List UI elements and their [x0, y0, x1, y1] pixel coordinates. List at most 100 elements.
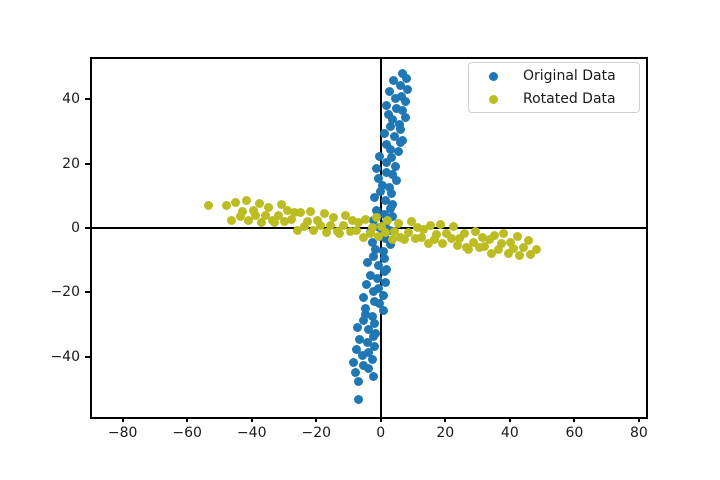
- data-point: [373, 232, 383, 242]
- data-point: [438, 238, 448, 248]
- data-point: [353, 395, 363, 405]
- data-point: [369, 193, 379, 203]
- data-point: [381, 234, 391, 244]
- data-point: [381, 228, 391, 238]
- data-point: [358, 316, 368, 326]
- data-point: [358, 350, 368, 360]
- data-point: [381, 157, 391, 167]
- data-point: [503, 248, 513, 258]
- data-point: [382, 167, 392, 177]
- data-point: [368, 372, 378, 381]
- data-point: [300, 221, 310, 231]
- legend: Original Data Rotated Data: [468, 62, 640, 113]
- data-point: [354, 218, 364, 228]
- data-point: [293, 226, 303, 236]
- y-axis-tick-label: 40: [62, 91, 80, 108]
- data-point: [238, 206, 248, 216]
- data-point: [518, 243, 528, 253]
- data-point: [475, 243, 485, 253]
- data-point: [396, 233, 406, 243]
- legend-marker-rotated-data: [489, 94, 498, 104]
- data-point: [452, 241, 462, 251]
- data-point: [406, 217, 416, 227]
- data-point: [390, 131, 400, 141]
- data-point: [436, 219, 446, 229]
- data-point: [227, 215, 237, 225]
- data-point: [392, 103, 402, 113]
- data-point: [373, 273, 383, 283]
- data-point: [499, 229, 509, 238]
- data-point: [526, 249, 536, 259]
- data-point: [389, 227, 399, 237]
- data-point: [401, 112, 411, 122]
- data-point: [531, 245, 541, 255]
- data-point: [381, 101, 391, 111]
- data-point: [359, 293, 369, 303]
- data-point: [321, 228, 331, 238]
- legend-label-original-data: Original Data: [523, 68, 616, 84]
- data-point: [387, 211, 397, 221]
- data-point: [360, 309, 370, 319]
- data-point: [384, 86, 394, 96]
- data-point: [222, 201, 232, 211]
- data-point: [364, 325, 374, 335]
- data-point: [374, 151, 384, 161]
- data-point: [362, 279, 372, 289]
- data-point: [383, 215, 393, 225]
- data-point: [454, 233, 464, 243]
- data-point: [374, 260, 384, 270]
- data-point: [391, 161, 401, 171]
- data-point: [485, 234, 495, 244]
- data-point: [386, 145, 396, 155]
- data-point: [432, 229, 442, 239]
- data-point: [241, 196, 251, 206]
- data-point: [394, 147, 404, 157]
- data-point: [359, 232, 369, 242]
- y-axis-tick-label: 20: [62, 155, 80, 172]
- data-point: [383, 110, 393, 120]
- data-point: [353, 322, 363, 332]
- data-point: [363, 348, 373, 358]
- data-point: [280, 217, 290, 227]
- data-point: [411, 233, 421, 243]
- data-point: [244, 215, 254, 225]
- data-point: [403, 85, 413, 95]
- data-point: [385, 203, 395, 213]
- x-axis-tick: [250, 417, 253, 422]
- data-point: [402, 74, 412, 84]
- x-axis-tick: [379, 417, 382, 422]
- x-axis-tick: [444, 417, 447, 422]
- x-axis-tick: [508, 417, 511, 422]
- data-point: [302, 216, 312, 226]
- data-point: [489, 230, 499, 240]
- data-point: [505, 238, 515, 248]
- data-point: [287, 215, 297, 225]
- data-point: [367, 238, 377, 248]
- x-axis-tick-label: 0: [376, 425, 386, 441]
- data-point: [515, 250, 525, 260]
- y-axis-tick: [85, 227, 90, 230]
- data-point: [341, 210, 351, 220]
- data-point: [494, 244, 504, 254]
- x-axis-tick-label: 40: [500, 425, 519, 441]
- data-point: [308, 225, 318, 235]
- x-axis-tick-label: 80: [629, 425, 648, 441]
- data-point: [370, 342, 380, 352]
- data-point: [350, 367, 360, 377]
- y-axis-tick-label: 0: [71, 220, 80, 237]
- data-point: [397, 105, 407, 115]
- data-point: [338, 221, 348, 231]
- data-point: [446, 234, 456, 244]
- data-point: [283, 205, 293, 215]
- data-point: [425, 221, 435, 231]
- data-point: [369, 252, 379, 262]
- data-point: [479, 241, 489, 251]
- x-axis-tick-label: −40: [236, 425, 267, 441]
- data-point: [332, 227, 342, 237]
- data-point: [496, 239, 506, 249]
- data-point: [368, 286, 378, 296]
- data-point: [354, 377, 363, 387]
- data-point: [487, 248, 497, 258]
- data-point: [328, 212, 338, 222]
